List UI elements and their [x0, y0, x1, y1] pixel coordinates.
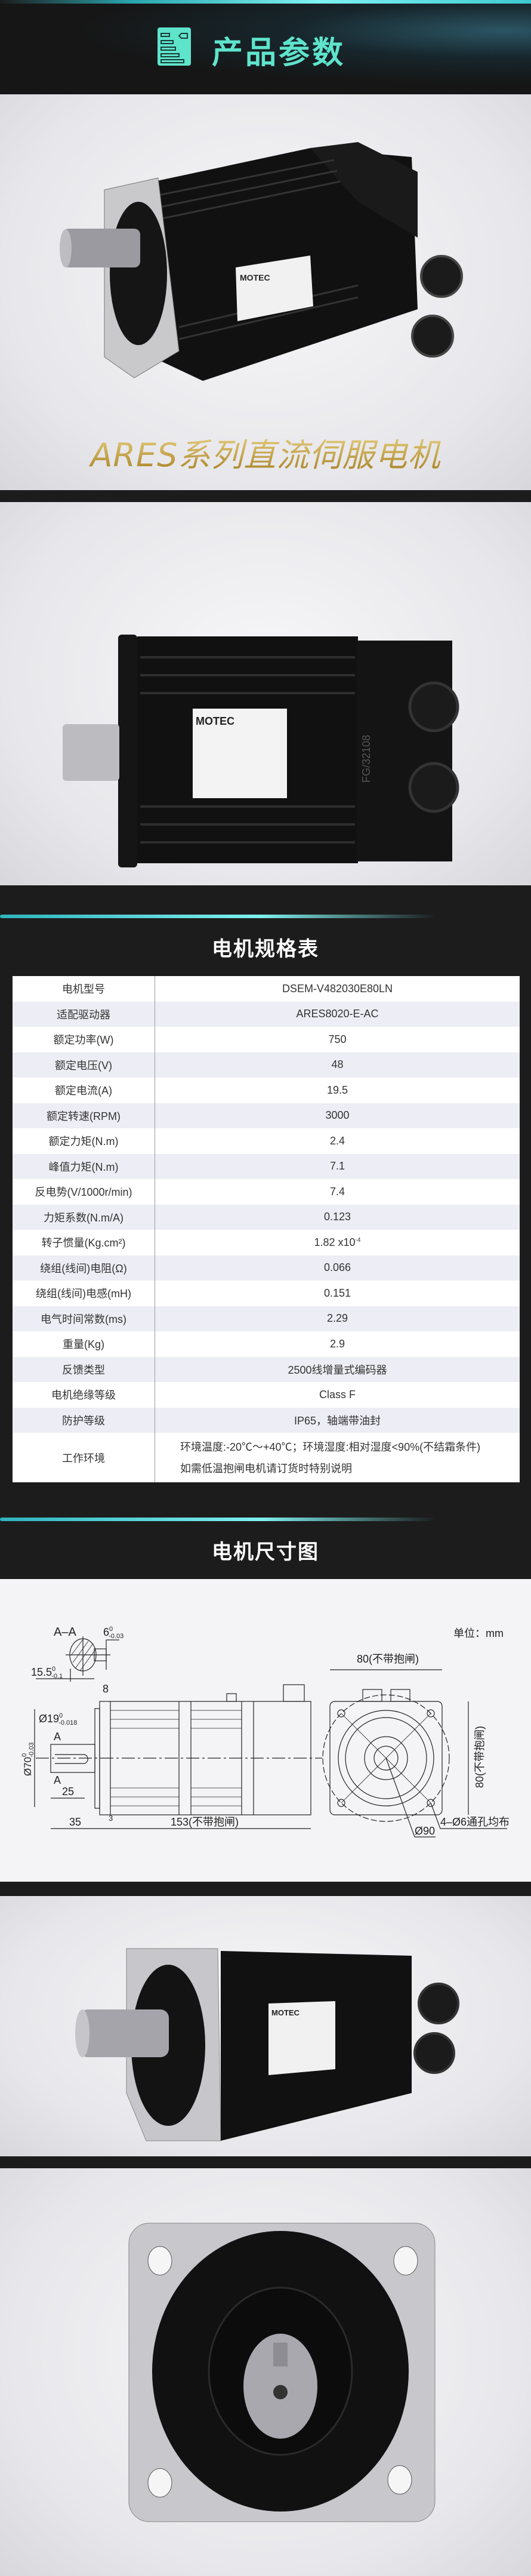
spec-value-exponent: -4	[355, 1236, 361, 1244]
flange-thickness-dim: 8	[103, 1683, 109, 1695]
spec-value: 3000	[155, 1103, 520, 1128]
spec-label: 峰值力矩(N.m)	[13, 1153, 155, 1179]
spec-value: 750	[328, 1033, 347, 1045]
table-row: 额定功率(W) 750	[13, 1027, 520, 1052]
table-row: 额定电流(A) 19.5	[13, 1078, 520, 1103]
dimension-drawing: 单位：mm A–A 60 -0.03 15.50 -0.1 8 Ø190 -0.018…	[0, 1579, 531, 1882]
spec-value: 0.066	[155, 1255, 520, 1281]
spec-value: 1.82 x10-4	[155, 1230, 520, 1255]
spec-label: 额定力矩(N.m)	[13, 1128, 155, 1154]
front-flange-photo	[0, 2168, 531, 2576]
key-width-dim: 60 -0.03	[103, 1626, 124, 1640]
side-product-photo: MOTEC FG/32108	[0, 502, 531, 885]
table-row: 额定转速(RPM) 3000	[13, 1103, 520, 1128]
spigot-length-dim: 3	[109, 1814, 113, 1823]
spec-label: 防护等级	[13, 1407, 155, 1433]
spec-value: IP65，轴端带油封	[155, 1407, 520, 1433]
table-row: 额定电压(V) 48	[13, 1052, 520, 1078]
spec-label: 额定电流(A)	[13, 1078, 155, 1103]
spec-value-base: 1.82 x10	[314, 1236, 356, 1248]
spec-label: 电机绝缘等级	[13, 1382, 155, 1408]
product-caption: ARES系列直流伺服电机	[0, 429, 531, 476]
spec-value: 0.151	[323, 1287, 351, 1299]
spec-value: 19.5	[326, 1084, 348, 1096]
unit-label: 单位：mm	[453, 1627, 504, 1639]
spec-value: Class F	[319, 1388, 356, 1401]
servo-motor-angled-image: MOTEC	[75, 1948, 459, 2141]
angled-product-photo: MOTEC	[0, 1896, 531, 2156]
spec-table-title: 电机规格表	[212, 937, 319, 961]
table-row: 力矩系数(N.m/A) 0.123	[13, 1204, 520, 1230]
key-length-dim: 25	[62, 1786, 74, 1798]
table-row: 绕组(线间)电阻(Ω) 0.066	[13, 1255, 520, 1281]
spec-value: 48	[155, 1052, 520, 1078]
spec-value: 环境温度:-20℃～+40℃；环境湿度:相对湿度<90%(不结霜条件) 如需低温…	[180, 1441, 502, 1475]
section-divider	[0, 915, 436, 918]
key-depth-dim: 15.50 -0.1	[31, 1666, 63, 1680]
document-list-icon	[158, 27, 191, 66]
table-row: 峰值力矩(N.m) 7.1	[13, 1153, 520, 1179]
table-row: 防护等级 IP65，轴端带油封	[13, 1407, 520, 1433]
spec-label: 适配驱动器	[13, 1001, 155, 1027]
spec-value: DSEM-V482030E80LN	[282, 982, 393, 995]
table-row: 转子惯量(Kg.cm²) 1.82 x10-4	[13, 1230, 520, 1255]
servo-motor-front-image	[128, 2223, 436, 2522]
shaft-dia-dim: Ø190 -0.018	[39, 1712, 77, 1726]
spec-label: 绕组(线间)电感(mH)	[13, 1281, 155, 1306]
spec-value: 7.4	[329, 1185, 345, 1198]
dimension-title: 电机尺寸图	[212, 1540, 319, 1564]
spec-label: 力矩系数(N.m/A)	[13, 1204, 155, 1230]
spec-label: 额定电压(V)	[13, 1052, 155, 1078]
spec-value: 7.1	[155, 1153, 520, 1179]
spec-label: 电机型号	[13, 976, 155, 1002]
housing-mark: FG/32108	[360, 735, 372, 783]
section-divider	[0, 1518, 436, 1521]
spec-table: 电机型号 DSEM-V482030E80LN 适配驱动器 ARES8020-E-AC 额…	[13, 976, 520, 1482]
body-length-dim: 153(不带抱闸)	[171, 1816, 239, 1828]
section-mark-bottom: A	[54, 1774, 61, 1786]
table-row: 电气时间常数(ms) 2.29	[13, 1306, 520, 1331]
spec-label: 绕组(线间)电阻(Ω)	[13, 1255, 155, 1281]
spec-label: 额定功率(W)	[13, 1027, 155, 1052]
table-row: 反电势(V/1000r/min) 7.4	[13, 1179, 520, 1205]
spec-label: 转子惯量(Kg.cm²)	[13, 1230, 155, 1255]
header-banner: 产品参数	[0, 4, 531, 94]
header-accent-line	[0, 0, 531, 4]
spec-value: 2500线增量式编码器	[155, 1356, 520, 1382]
table-row: 电机绝缘等级 Class F	[13, 1382, 520, 1408]
table-row: 重量(Kg) 2.9	[13, 1331, 520, 1357]
spec-value: 0.123	[155, 1204, 520, 1230]
motor-label-logo: MOTEC	[271, 2008, 300, 2017]
flange-width-dim: 80(不带抱闸)	[357, 1653, 419, 1665]
section-mark-top: A	[54, 1731, 61, 1743]
motor-label-logo: MOTEC	[240, 273, 270, 282]
table-row: 电机型号 DSEM-V482030E80LN	[13, 976, 520, 1002]
hero-product-photo: MOTEC ARES系列直流伺服电机	[0, 94, 531, 490]
mounting-holes-dim: 4–Ø6通孔均布	[440, 1816, 510, 1828]
spec-label: 电气时间常数(ms)	[13, 1306, 155, 1331]
table-row: 工作环境 环境温度:-20℃～+40℃；环境湿度:相对湿度<90%(不结霜条件) …	[13, 1433, 520, 1482]
spec-value: 2.29	[155, 1306, 520, 1331]
table-row: 绕组(线间)电感(mH) 0.151	[13, 1281, 520, 1306]
table-row: 适配驱动器 ARES8020-E-AC	[13, 1001, 520, 1027]
flange-height-dim: 80(不带抱闸)	[474, 1726, 486, 1788]
spec-label: 反馈类型	[13, 1356, 155, 1382]
spec-label: 重量(Kg)	[13, 1331, 155, 1357]
spec-value: 2.4	[329, 1134, 345, 1147]
table-row: 反馈类型 2500线增量式编码器	[13, 1356, 520, 1382]
page-title: 产品参数	[212, 35, 346, 71]
spec-label: 工作环境	[13, 1433, 155, 1482]
section-label: A–A	[54, 1626, 76, 1639]
spec-value: 2.9	[329, 1337, 345, 1350]
spigot-dia-dim: Ø700-0.03	[21, 1743, 35, 1776]
servo-motor-image: MOTEC	[60, 142, 463, 381]
pcd-dim: Ø90	[415, 1825, 435, 1837]
spec-value: ARES8020-E-AC	[155, 1001, 520, 1027]
shaft-length-dim: 35	[69, 1816, 81, 1828]
servo-motor-side-image: MOTEC FG/32108	[63, 635, 459, 867]
table-row: 额定力矩(N.m) 2.4	[13, 1128, 520, 1154]
spec-label: 额定转速(RPM)	[13, 1103, 155, 1128]
motor-label-logo: MOTEC	[196, 715, 234, 727]
spec-label: 反电势(V/1000r/min)	[13, 1179, 155, 1205]
